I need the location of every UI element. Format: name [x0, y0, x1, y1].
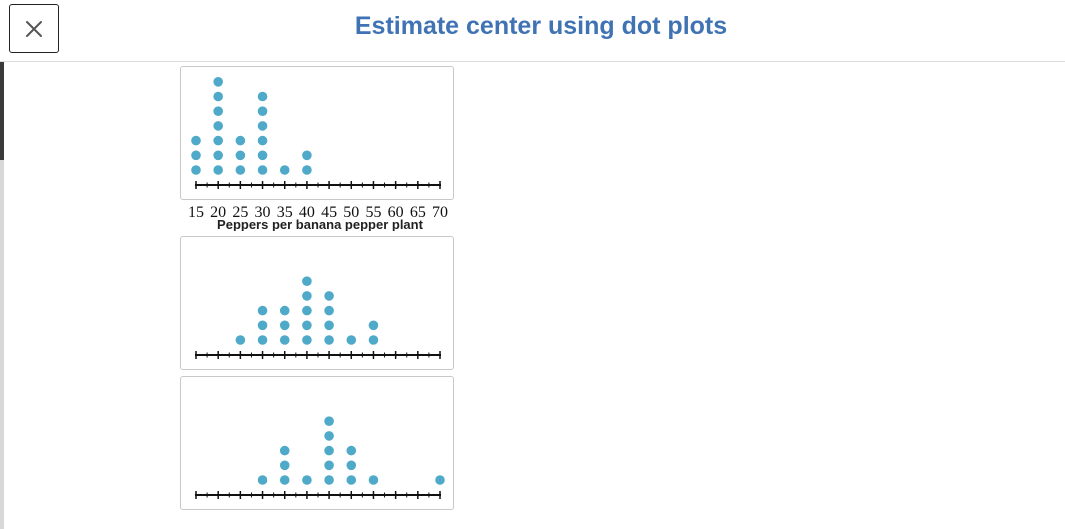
- data-dot: [279, 460, 290, 471]
- data-dot: [213, 91, 223, 102]
- tick-label: 30: [255, 204, 271, 221]
- data-dot: [302, 276, 312, 286]
- data-dot: [257, 121, 268, 131]
- data-dot: [213, 121, 223, 131]
- data-dot: [279, 305, 290, 316]
- data-dot: [213, 77, 223, 87]
- data-dot: [279, 335, 290, 345]
- tick-label: 55: [365, 204, 381, 221]
- data-dot: [302, 165, 312, 175]
- tick-label: 40: [299, 204, 315, 221]
- axis-title: Peppers per banana pepper plant: [217, 217, 424, 231]
- data-dot: [257, 106, 268, 116]
- tick-label: 15: [188, 204, 204, 221]
- page-title: Estimate center using dot plots: [354, 12, 728, 40]
- data-dot: [257, 165, 268, 175]
- tick-label: 35: [277, 204, 293, 221]
- tick-label: 45: [321, 204, 337, 221]
- data-dot: [346, 475, 357, 485]
- data-dot: [279, 445, 290, 456]
- data-dot: [302, 335, 312, 345]
- data-dot: [324, 291, 334, 301]
- tick-label: 70: [432, 204, 448, 221]
- data-dot: [302, 320, 312, 331]
- tick-label: 60: [388, 204, 404, 221]
- data-dot: [324, 320, 334, 331]
- data-dot: [257, 91, 268, 102]
- data-dot: [191, 135, 201, 146]
- data-dot: [257, 150, 268, 161]
- data-dot: [257, 305, 268, 316]
- data-dot: [368, 320, 379, 331]
- data-dot: [324, 445, 334, 456]
- modal-header: Estimate center using dot plots: [0, 0, 1065, 62]
- data-dot: [279, 320, 290, 331]
- data-dot: [302, 150, 312, 161]
- data-dot: [235, 335, 246, 345]
- data-dot: [191, 150, 201, 161]
- data-dot: [213, 150, 223, 161]
- data-dot: [346, 445, 357, 456]
- data-dot: [213, 165, 223, 175]
- data-dot: [213, 106, 223, 116]
- tick-label: 25: [232, 204, 248, 221]
- data-dot: [235, 150, 246, 161]
- data-dot: [235, 165, 246, 175]
- data-dot: [191, 165, 201, 175]
- data-dot: [435, 475, 445, 485]
- data-dot: [324, 431, 334, 441]
- data-dot: [257, 135, 268, 146]
- data-dot: [235, 135, 246, 146]
- data-dot: [257, 335, 268, 345]
- close-button[interactable]: [9, 4, 59, 53]
- data-dot: [346, 460, 357, 471]
- data-dot: [346, 335, 357, 345]
- tick-label: 65: [410, 204, 426, 221]
- data-dot: [368, 335, 379, 345]
- dot-plot-banana: 15 20 25 30 35 40 45 50 55 60 65 70 Peppers per bana…: [180, 66, 454, 231]
- tick-label: 50: [343, 204, 359, 221]
- data-dot: [302, 305, 312, 316]
- data-dot: [302, 475, 312, 485]
- data-dot: [302, 291, 312, 301]
- data-dot: [324, 416, 334, 426]
- data-dot: [279, 475, 290, 485]
- dot-plot-banana-svg: 15 20 25 30 35 40 45 50 55 60 65 70 Peppers per bana…: [188, 77, 448, 231]
- data-dot: [279, 165, 290, 175]
- data-dot: [324, 335, 334, 345]
- data-dot: [324, 305, 334, 316]
- close-icon: [26, 20, 42, 37]
- data-dot: [368, 475, 379, 485]
- data-dot: [257, 475, 268, 485]
- data-dot: [213, 135, 223, 146]
- background-page-edge: [0, 0, 4, 529]
- data-dot: [324, 460, 334, 471]
- data-dot: [324, 475, 334, 485]
- data-dot: [257, 320, 268, 331]
- tick-label: 20: [210, 204, 226, 221]
